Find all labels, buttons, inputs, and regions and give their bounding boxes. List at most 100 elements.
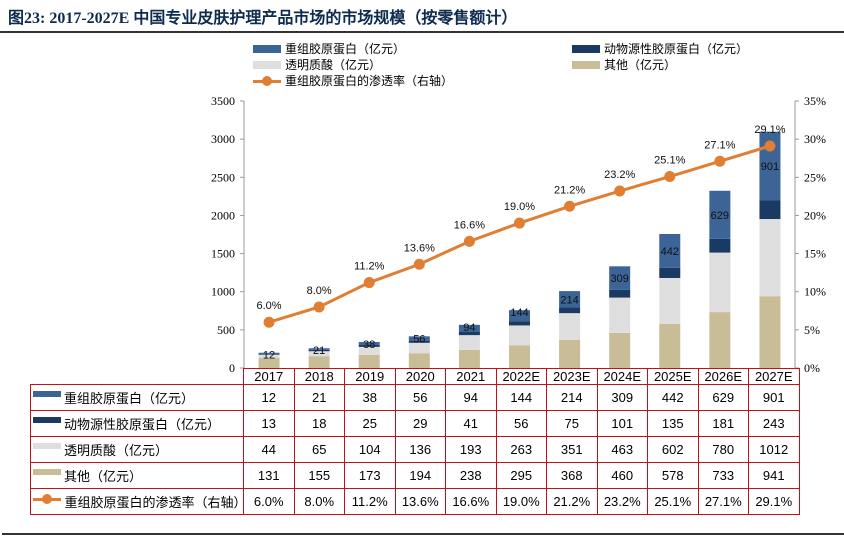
table-cell: 578 bbox=[647, 462, 699, 489]
bar-segment bbox=[759, 296, 781, 368]
series-swatch-icon bbox=[33, 416, 61, 423]
table-cell: 21 bbox=[293, 384, 345, 411]
table-cell: 94 bbox=[445, 384, 497, 411]
bar-segment bbox=[308, 348, 330, 350]
bar-segment bbox=[509, 345, 530, 368]
penetration-data-label: 25.1% bbox=[654, 155, 685, 167]
table-cell: 25 bbox=[344, 410, 396, 437]
table-cell: 780 bbox=[697, 436, 749, 463]
table-header-cell: 2027E bbox=[748, 368, 800, 385]
bar-segment bbox=[609, 297, 631, 333]
table-row-label: 透明质酸（亿元） bbox=[30, 436, 244, 463]
y-tick-label: 3500 bbox=[211, 94, 235, 108]
table-row-label: 重组胶原蛋白的渗透率（右轴） bbox=[30, 488, 247, 515]
row-label-text: 重组胶原蛋白的渗透率（右轴） bbox=[64, 495, 247, 510]
bar-segment bbox=[258, 352, 280, 354]
row-label-text: 动物源性胶原蛋白（亿元） bbox=[64, 417, 221, 432]
table-cell: 18 bbox=[293, 410, 345, 437]
table-cell: 13 bbox=[243, 410, 295, 437]
table-cell: 463 bbox=[596, 436, 648, 463]
table-cell: 101 bbox=[596, 410, 648, 437]
y-tick-label: 1500 bbox=[211, 247, 235, 261]
table-header-cell: 2019 bbox=[344, 368, 396, 385]
penetration-point bbox=[764, 140, 776, 152]
table-cell: 25.1% bbox=[647, 488, 699, 515]
table-cell: 602 bbox=[647, 436, 699, 463]
table-header-cell: 2024E bbox=[596, 368, 648, 385]
table-cell: 173 bbox=[344, 462, 396, 489]
legend-line-marker-icon bbox=[253, 75, 281, 87]
table-cell: 11.2% bbox=[344, 488, 396, 515]
penetration-point bbox=[463, 235, 475, 247]
series-swatch-icon bbox=[33, 390, 61, 397]
bottom-rule bbox=[2, 533, 844, 535]
bar-segment bbox=[358, 344, 380, 347]
table-cell: 56 bbox=[394, 384, 446, 411]
bar-data-label: 56 bbox=[413, 333, 425, 345]
penetration-point bbox=[263, 316, 275, 328]
bar-segment bbox=[458, 324, 480, 332]
bar-segment bbox=[709, 190, 731, 239]
table-header-cell: 2017 bbox=[243, 368, 295, 385]
table-row-label: 动物源性胶原蛋白（亿元） bbox=[30, 410, 244, 437]
table-cell: 263 bbox=[495, 436, 547, 463]
bar-data-label: 38 bbox=[363, 339, 375, 351]
penetration-data-label: 21.2% bbox=[554, 184, 585, 196]
table-header-row: 2017 2018 2019 2020 2021 2022E 2023E 2024E 2025E… bbox=[30, 368, 800, 385]
bar-segment bbox=[408, 340, 430, 343]
line-marker-icon bbox=[33, 493, 62, 505]
penetration-data-label: 23.2% bbox=[604, 169, 635, 181]
penetration-point bbox=[564, 200, 576, 212]
bar-segment bbox=[408, 342, 430, 354]
legend-swatch-hyaluronic bbox=[253, 60, 281, 69]
table-header-cell: 2026E bbox=[697, 368, 749, 385]
table-cell: 104 bbox=[344, 436, 396, 463]
table-cell: 368 bbox=[546, 462, 598, 489]
table-cell: 238 bbox=[445, 462, 497, 489]
bar-segment bbox=[308, 351, 330, 357]
penetration-data-label: 29.1% bbox=[754, 124, 785, 136]
bar-segment bbox=[659, 277, 681, 324]
figure-title: 图23: 2017-2027E 中国专业皮肤护理产品市场的市场规模（按零售额计） bbox=[8, 10, 518, 27]
bar-segment bbox=[509, 310, 530, 322]
bar-data-label: 901 bbox=[761, 161, 779, 173]
table-header-cell: 2023E bbox=[546, 368, 598, 385]
y2-tick-label: 10% bbox=[804, 285, 826, 299]
table-cell: 27.1% bbox=[697, 488, 749, 515]
bar-segment bbox=[408, 336, 430, 341]
y-tick-label: 2500 bbox=[211, 170, 235, 184]
bar-segment bbox=[258, 358, 280, 368]
bar-segment bbox=[308, 356, 330, 368]
table-header-cell: 2022E bbox=[495, 368, 547, 385]
penetration-line bbox=[268, 144, 771, 324]
bar-segment bbox=[458, 349, 480, 368]
bar-segment bbox=[358, 346, 380, 355]
row-label-text: 重组胶原蛋白（亿元） bbox=[64, 391, 195, 406]
bar-segment bbox=[659, 267, 681, 278]
table-cell: 29 bbox=[394, 410, 446, 437]
table-cell: 8.0% bbox=[293, 488, 345, 515]
table-cell: 21.2% bbox=[546, 488, 598, 515]
table-cell: 193 bbox=[445, 436, 497, 463]
bar-segment bbox=[709, 252, 731, 313]
bar-segment bbox=[759, 200, 781, 220]
table-cell: 16.6% bbox=[445, 488, 497, 515]
data-table: 2017 2018 2019 2020 2021 2022E 2023E 2024E 2025E… bbox=[30, 368, 800, 515]
y2-tick-label: 5% bbox=[804, 323, 820, 337]
penetration-point bbox=[664, 171, 676, 183]
table-cell: 144 bbox=[495, 384, 547, 411]
bar-segment bbox=[559, 307, 581, 314]
legend-recombinant: 重组胶原蛋白（亿元） bbox=[253, 40, 405, 57]
table-cell: 131 bbox=[243, 462, 295, 489]
table-header-cell: 2020 bbox=[394, 368, 446, 385]
bar-data-label: 94 bbox=[463, 322, 475, 334]
table-row: 其他（亿元） 131 155 173 194 238 295 368 460 578 733 941 bbox=[30, 462, 800, 489]
bar-segment bbox=[609, 332, 631, 368]
penetration-data-label: 27.1% bbox=[704, 139, 735, 151]
table-cell: 442 bbox=[647, 384, 699, 411]
table-header-cell: 2018 bbox=[293, 368, 345, 385]
legend-label: 其他（亿元） bbox=[604, 58, 677, 72]
legend-label: 重组胶原蛋白（亿元） bbox=[285, 42, 406, 56]
legend-label: 透明质酸（亿元） bbox=[285, 58, 382, 72]
table-row: 透明质酸（亿元） 44 65 104 136 193 263 351 463 602 780 1012 bbox=[30, 436, 800, 463]
